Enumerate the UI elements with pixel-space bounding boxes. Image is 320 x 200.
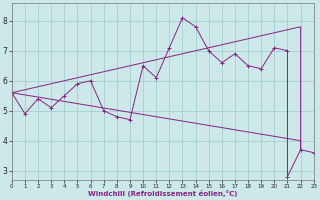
X-axis label: Windchill (Refroidissement éolien,°C): Windchill (Refroidissement éolien,°C) xyxy=(88,190,237,197)
